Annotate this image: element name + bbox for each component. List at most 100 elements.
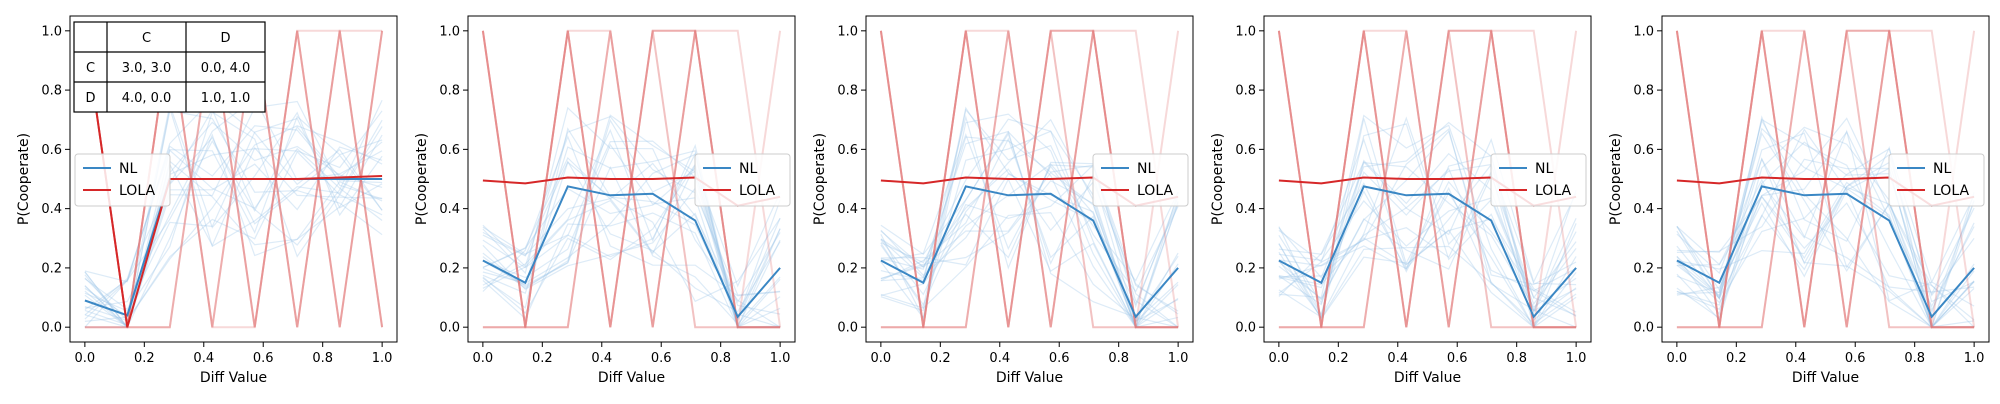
nl-run-line [1278, 245, 1577, 325]
nl-run-line [482, 106, 781, 328]
axes-frame [865, 15, 1194, 343]
y-tick-label: 0.8 [439, 84, 460, 99]
nl-run-line [1676, 153, 1975, 303]
table-row-label: C [86, 61, 95, 76]
nl-run-line [84, 98, 383, 283]
nl-run-line [1676, 119, 1975, 328]
chart-panel-2: 0.0 0.2 0.4 0.6 0.8 1.0 0.0 0.2 0.4 0.6 0.8 1.0 Diff… [414, 15, 796, 386]
y-tick-label: 0.6 [439, 143, 460, 158]
table-cell: 0.0, 4.0 [201, 61, 251, 76]
nl-run-line [482, 162, 781, 320]
y-tick-label: 0.8 [1633, 84, 1654, 99]
nl-run-line [880, 113, 1179, 328]
nl-run-line [880, 177, 1179, 328]
nl-run-line [1676, 130, 1975, 328]
plot-area [879, 29, 1180, 330]
y-tick-label: 0.8 [41, 84, 62, 99]
y-tick-label: 0.8 [837, 84, 858, 99]
nl-run-line [1278, 130, 1577, 301]
x-tick-label: 0.6 [253, 351, 274, 366]
nl-run-line [482, 146, 781, 330]
legend-lola-label: LOLA [739, 183, 775, 199]
x-tick-label: 0.8 [710, 351, 731, 366]
y-tick-label: 0.2 [439, 261, 460, 276]
y-tick-label: 0.4 [837, 202, 858, 217]
table-row-label: D [85, 91, 95, 106]
axes-frame [467, 15, 796, 343]
plot-area [1277, 29, 1578, 329]
axes-frame [1661, 15, 1990, 343]
nl-run-line [880, 168, 1179, 315]
nl-run-line [880, 118, 1179, 328]
nl-run-line [84, 102, 383, 318]
nl-run-line [1676, 157, 1975, 293]
x-tick-label: 0.0 [871, 351, 892, 366]
nl-mean-line [482, 185, 781, 319]
nl-run-line [880, 130, 1179, 328]
legend: NL LOLA [1888, 153, 1985, 207]
chart-panel-3: 0.0 0.2 0.4 0.6 0.8 1.0 0.0 0.2 0.4 0.6 0.8 1.0 Diff… [812, 15, 1194, 386]
y-tick-label: 0.2 [837, 261, 858, 276]
nl-run-line [84, 147, 383, 328]
nl-run-line [1278, 163, 1577, 314]
nl-run-line [1676, 195, 1975, 328]
y-tick-label: 1.0 [439, 24, 460, 39]
y-tick-label: 0.6 [1235, 143, 1256, 158]
y-tick-label: 0.4 [1235, 202, 1256, 217]
legend-lola-label: LOLA [119, 183, 155, 199]
x-tick-label: 0.4 [1785, 351, 1806, 366]
nl-run-line [1278, 118, 1577, 328]
y-tick-label: 0.4 [41, 202, 62, 217]
y-tick-label: 0.4 [1633, 202, 1654, 217]
nl-run-line [1676, 132, 1975, 300]
table-header-cell: C [142, 31, 151, 46]
axes-frame [69, 15, 398, 343]
table-frame [73, 21, 266, 113]
y-tick-label: 0.6 [41, 143, 62, 158]
nl-run-line [84, 150, 383, 322]
legend: NL LOLA [74, 153, 171, 207]
nl-run-line [1278, 182, 1577, 329]
nl-run-line [1676, 147, 1975, 304]
nl-run-line [880, 114, 1179, 309]
chart-panel-1: 0.0 0.2 0.4 0.6 0.8 1.0 0.0 0.2 0.4 0.6 0.8 1.0 Diff… [16, 15, 398, 386]
y-axis-label: P(Cooperate) [1210, 133, 1226, 225]
nl-run-line [1676, 178, 1975, 329]
nl-run-line [880, 118, 1179, 324]
legend: NL LOLA [1490, 153, 1587, 207]
y-axis-label: P(Cooperate) [1608, 133, 1624, 225]
x-tick-label: 0.4 [591, 351, 612, 366]
y-tick-label: 0.0 [41, 321, 62, 336]
x-tick-label: 0.2 [1328, 351, 1349, 366]
nl-run-line [1278, 121, 1577, 321]
legend-nl-label: NL [1535, 161, 1553, 177]
nl-run-line [482, 118, 781, 322]
nl-run-line [482, 135, 781, 297]
table-cell: 3.0, 3.0 [122, 61, 172, 76]
y-tick-label: 0.2 [1235, 261, 1256, 276]
nl-run-line [880, 179, 1179, 329]
x-axis-label: Diff Value [1394, 370, 1461, 386]
x-tick-label: 0.8 [1506, 351, 1527, 366]
nl-mean-line [1278, 185, 1577, 319]
x-tick-label: 0.0 [1667, 351, 1688, 366]
y-tick-label: 0.6 [837, 143, 858, 158]
nl-run-line [1278, 116, 1577, 319]
nl-run-line [1676, 117, 1975, 329]
x-tick-label: 0.2 [930, 351, 951, 366]
nl-run-line [880, 164, 1179, 328]
table-cell: 1.0, 1.0 [201, 91, 251, 106]
y-axis-label: P(Cooperate) [16, 133, 32, 225]
nl-run-line [1278, 173, 1577, 300]
y-tick-label: 0.8 [1235, 84, 1256, 99]
y-tick-label: 1.0 [1235, 24, 1256, 39]
nl-run-line [880, 211, 1179, 320]
y-tick-label: 0.2 [1633, 261, 1654, 276]
nl-run-line [84, 115, 383, 316]
x-axis-label: Diff Value [200, 370, 267, 386]
plot-area [481, 29, 782, 330]
nl-run-line [482, 212, 781, 328]
x-axis-label: Diff Value [598, 370, 665, 386]
